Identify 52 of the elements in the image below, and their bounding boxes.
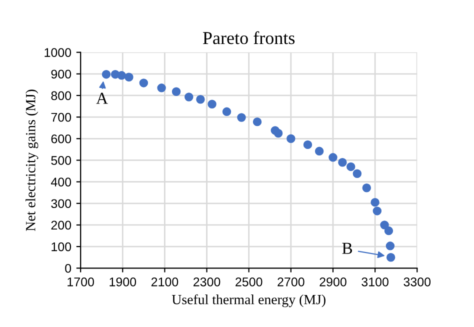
- y-tick-label: 800: [51, 91, 72, 100]
- point: [370, 198, 380, 207]
- y-tick-label: 200: [51, 220, 72, 230]
- point: [208, 100, 216, 108]
- y-tick-label: 1000: [44, 48, 72, 57]
- y-tick-label: 700: [51, 112, 72, 122]
- point: [237, 113, 246, 122]
- point: [139, 78, 148, 88]
- x-tick-label: 2700: [278, 278, 304, 286]
- point: [380, 220, 389, 230]
- y-tick-label: 400: [50, 178, 72, 186]
- x-tick-label: 3100: [362, 278, 388, 286]
- point: [286, 134, 296, 144]
- point: [384, 226, 394, 236]
- point: [328, 153, 338, 162]
- point: [102, 70, 111, 79]
- point: [117, 71, 126, 80]
- point: [124, 72, 134, 82]
- y-axis-title: Net electricity gains (MJ): [26, 90, 38, 231]
- x-tick-label: 2900: [320, 278, 346, 286]
- point: [314, 146, 324, 156]
- point: [303, 140, 312, 150]
- x-tick-label: 2500: [236, 278, 262, 286]
- point: [386, 252, 396, 262]
- point: [222, 107, 232, 116]
- y-tick-label: 500: [51, 156, 72, 165]
- point: [372, 206, 382, 216]
- point: [362, 183, 372, 192]
- x-tick-label: 1700: [68, 278, 94, 286]
- x-tick-label: 2100: [151, 278, 178, 286]
- annotation: A: [96, 92, 108, 104]
- y-tick-label: 300: [51, 199, 72, 208]
- point: [184, 92, 194, 102]
- point: [346, 162, 356, 172]
- x-tick-label: 1900: [110, 278, 136, 286]
- point: [274, 128, 283, 138]
- point: [386, 242, 395, 250]
- y-tick-label: 900: [51, 70, 72, 79]
- x-axis-title: Useful thermal energy (MJ): [172, 294, 326, 308]
- y-tick-label: 100: [52, 242, 72, 252]
- annotation: B: [342, 242, 352, 254]
- point: [338, 158, 347, 167]
- y-tick-label: 0: [65, 264, 72, 273]
- point: [157, 84, 166, 92]
- y-tick-label: 600: [51, 134, 72, 144]
- chart-title: Pareto fronts: [202, 31, 295, 44]
- point: [172, 87, 181, 96]
- x-tick-label: 2300: [194, 278, 220, 286]
- x-tick-label: 3300: [404, 278, 431, 286]
- point: [252, 117, 262, 126]
- point: [196, 95, 205, 104]
- point: [352, 169, 362, 178]
